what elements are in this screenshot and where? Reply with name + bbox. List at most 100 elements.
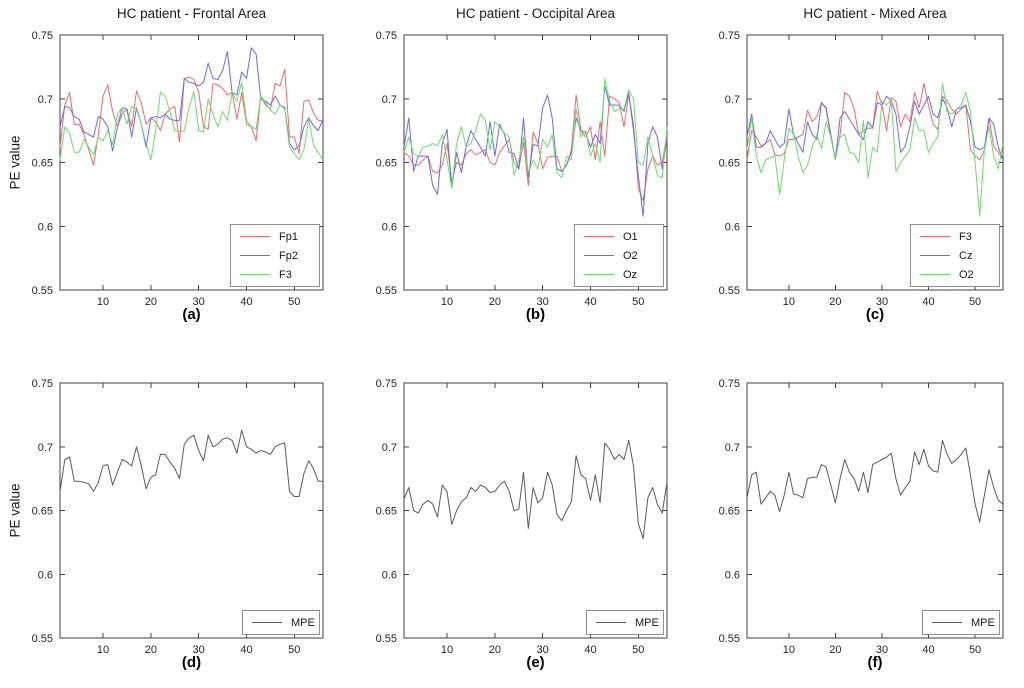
panel-caption: (e)	[526, 654, 545, 671]
legend-entry: MPE	[587, 613, 663, 632]
series-line-oz	[403, 77, 668, 189]
axis-tick-label: 20	[829, 644, 841, 656]
legend-line-swatch	[584, 236, 614, 237]
series-line-f3	[746, 83, 1004, 161]
legend-label: MPE	[635, 616, 659, 629]
axis-tick-label: 20	[145, 296, 157, 308]
legend-line-swatch	[584, 274, 614, 275]
axis-tick-label: 20	[145, 644, 157, 656]
series-line-o2	[746, 83, 1004, 217]
axis-tick-label: 0.7	[382, 442, 397, 454]
series-line-o1	[403, 94, 668, 202]
series-line-f3	[59, 81, 324, 161]
axis-tick-label: 50	[969, 644, 981, 656]
plot-canvas: 10 20 30 40 50 0.55 0.6 0.65 0.7 0.75	[32, 30, 324, 308]
legend-label: O2	[959, 268, 974, 281]
axis-tick-label: 0.75	[719, 378, 740, 390]
legend-entry: O1	[575, 227, 663, 246]
panel-e: (e) 10 20 30 40 50 0.55 0.6 0.65 0.7 0.75 MPE	[340, 348, 682, 688]
plot-canvas: 10 20 30 40 50 0.55 0.6 0.65 0.7 0.75	[32, 378, 324, 656]
legend-entry: MPE	[923, 613, 999, 632]
legend-label: F3	[959, 230, 972, 243]
axis-tick-label: 0.55	[32, 633, 53, 645]
legend-line-swatch	[240, 274, 270, 275]
legend-line-swatch	[932, 622, 962, 623]
legend-line-swatch	[596, 622, 626, 623]
axis-tick-label: 0.65	[376, 506, 397, 518]
series-line-mpe	[403, 439, 668, 540]
axis-tick-label: 10	[97, 296, 109, 308]
axis-tick-label: 0.7	[382, 94, 397, 106]
axis-tick-label: 30	[876, 296, 888, 308]
axis-tick-label: 10	[783, 644, 795, 656]
axis-tick-label: 40	[922, 644, 934, 656]
axis-tick-label: 0.6	[382, 569, 397, 581]
axis-tick-label: 10	[441, 296, 453, 308]
axis-tick-label: 0.65	[32, 158, 53, 170]
axis-tick-label: 30	[537, 644, 549, 656]
axis-tick-label: 0.6	[382, 221, 397, 233]
series-line-fp2	[59, 47, 324, 152]
axis-tick-label: 50	[288, 644, 300, 656]
series-line-fp1	[59, 68, 323, 166]
axis-tick-label: 0.7	[725, 442, 740, 454]
axis-tick-label: 40	[584, 296, 596, 308]
axis-tick-label: 0.65	[376, 158, 397, 170]
axis-tick-label: 40	[240, 644, 252, 656]
axis-tick-label: 20	[489, 644, 501, 656]
panel-title: HC patient - Frontal Area	[116, 6, 267, 21]
series-line-o2	[403, 85, 668, 217]
legend-label: Fp2	[279, 249, 298, 262]
axes-box	[403, 382, 668, 639]
axis-tick-label: 0.6	[725, 221, 740, 233]
axis-tick-label: 30	[193, 644, 205, 656]
legend: Fp1 Fp2 F3	[230, 224, 320, 287]
legend: F3 Cz O2	[910, 224, 1000, 287]
axis-tick-label: 0.75	[376, 30, 397, 42]
legend: O1 O2 Oz	[574, 224, 664, 287]
panel-d: PE value (d) 10 20 30 40 50 0.55 0.6 0.65 0.7 0.7…	[0, 348, 340, 688]
legend-label: Oz	[623, 268, 638, 281]
series-line-mpe	[746, 439, 1004, 523]
legend-entry: Fp2	[231, 246, 319, 265]
legend-line-swatch	[240, 255, 270, 256]
axis-tick-label: 0.55	[376, 285, 397, 297]
axis-tick-label: 50	[632, 296, 644, 308]
axis-tick-label: 30	[876, 644, 888, 656]
axis-tick-label: 0.6	[725, 569, 740, 581]
legend-entry: Cz	[911, 246, 999, 265]
legend-line-swatch	[240, 236, 270, 237]
axis-tick-label: 40	[922, 296, 934, 308]
axis-tick-label: 30	[193, 296, 205, 308]
axis-tick-label: 0.75	[32, 30, 53, 42]
panel-c: HC patient - Mixed Area (c) 10 20 30 40 50 0.…	[682, 0, 1024, 348]
plot-canvas: 10 20 30 40 50 0.55 0.6 0.65 0.7 0.75	[376, 378, 668, 656]
legend-label: MPE	[971, 616, 995, 629]
panel-caption: (f)	[867, 654, 883, 671]
panel-title: HC patient - Occipital Area	[455, 6, 616, 21]
legend-entry: MPE	[243, 613, 319, 632]
panel-caption: (c)	[865, 306, 885, 323]
legend-line-swatch	[920, 236, 950, 237]
axis-tick-label: 0.6	[38, 221, 53, 233]
legend-label: Cz	[959, 249, 973, 262]
legend-entry: Oz	[575, 265, 663, 284]
legend-label: F3	[279, 268, 292, 281]
panel-b: HC patient - Occipital Area (b) 10 20 30 40…	[340, 0, 682, 348]
plot-canvas: 10 20 30 40 50 0.55 0.6 0.65 0.7 0.75	[719, 30, 1004, 308]
panel-a: HC patient - Frontal Area PE value (a) 1…	[0, 0, 340, 348]
plot-canvas: 10 20 30 40 50 0.55 0.6 0.65 0.7 0.75	[376, 30, 668, 308]
axis-tick-label: 0.65	[719, 506, 740, 518]
axis-tick-label: 0.7	[725, 94, 740, 106]
series-line-cz	[746, 95, 1004, 161]
legend-line-swatch	[252, 622, 282, 623]
legend-line-swatch	[584, 255, 614, 256]
axis-tick-label: 0.75	[376, 378, 397, 390]
axis-tick-label: 10	[441, 644, 453, 656]
legend: MPE	[586, 610, 664, 635]
axis-tick-label: 0.7	[38, 442, 53, 454]
axis-tick-label: 30	[537, 296, 549, 308]
axis-tick-label: 40	[584, 644, 596, 656]
axis-tick-label: 0.55	[376, 633, 397, 645]
